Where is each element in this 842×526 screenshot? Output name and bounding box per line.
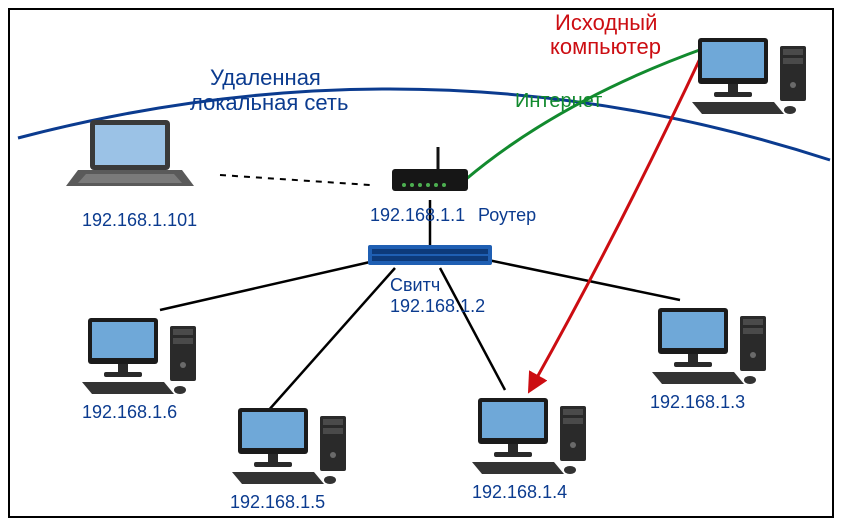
internet-label: Интернет [515, 90, 602, 113]
pc3-ip: 192.168.1.3 [650, 392, 745, 413]
source-label-1: Исходный [555, 10, 657, 36]
diagram-frame [8, 8, 834, 518]
remote-lan-label-1: Удаленная [210, 65, 321, 91]
router-label: Роутер [478, 205, 536, 226]
laptop-ip: 192.168.1.101 [82, 210, 197, 231]
switch-label: Свитч [390, 275, 440, 296]
pc5-ip: 192.168.1.5 [230, 492, 325, 513]
remote-lan-label-2: локальная сеть [190, 90, 348, 116]
source-label-2: компьютер [550, 34, 661, 60]
switch-ip: 192.168.1.2 [390, 296, 485, 317]
router-ip: 192.168.1.1 [370, 205, 465, 226]
pc4-ip: 192.168.1.4 [472, 482, 567, 503]
pc6-ip: 192.168.1.6 [82, 402, 177, 423]
